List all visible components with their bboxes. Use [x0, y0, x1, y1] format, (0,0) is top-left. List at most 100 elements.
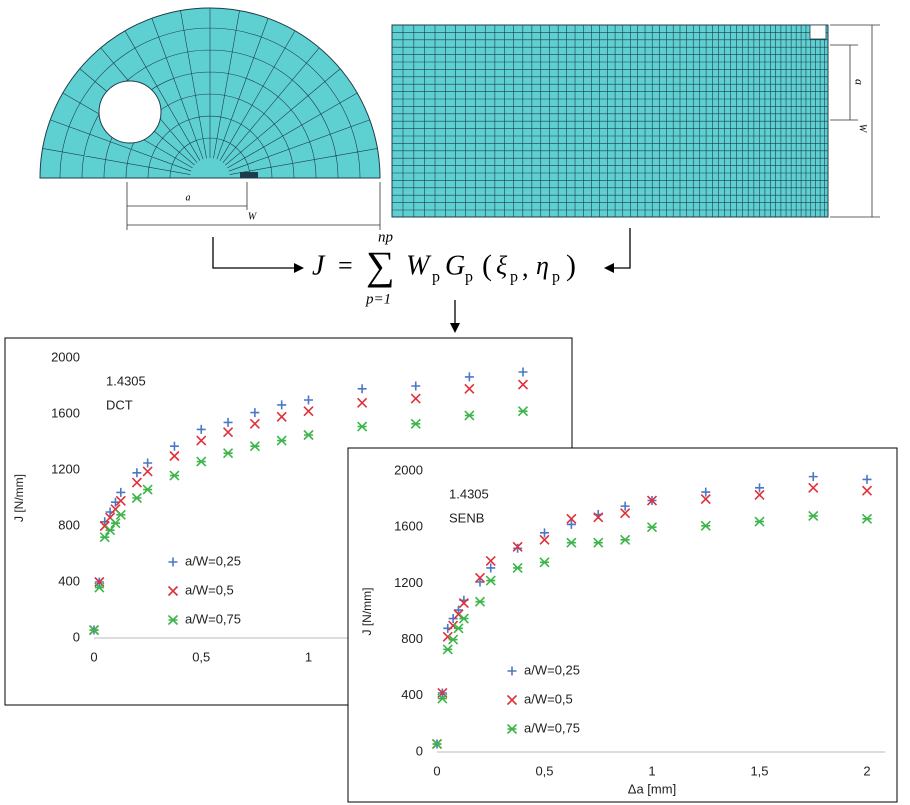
formula-text: G	[445, 250, 465, 281]
data-point	[115, 509, 126, 520]
data-point	[566, 513, 577, 524]
data-point	[411, 381, 421, 391]
data-point	[304, 395, 313, 405]
data-point	[808, 472, 818, 482]
data-point	[94, 582, 105, 593]
data-point	[700, 520, 711, 531]
data-point	[646, 495, 658, 506]
data-point	[99, 532, 110, 543]
data-point	[142, 484, 153, 495]
data-point	[474, 572, 486, 583]
data-point	[196, 435, 207, 446]
data-point	[808, 510, 819, 522]
data-point	[99, 520, 110, 532]
data-point	[475, 577, 485, 587]
legend-marker	[167, 614, 179, 626]
x-tick-label: 1,5	[750, 763, 768, 778]
arrowhead	[450, 323, 460, 333]
data-point	[862, 474, 872, 484]
dim-label: W	[248, 211, 258, 222]
data-point	[453, 609, 464, 620]
data-point	[486, 563, 496, 573]
annotation: 1.4305	[449, 486, 489, 501]
mesh-lines	[391, 24, 828, 217]
data-point	[485, 575, 496, 586]
data-point	[169, 450, 180, 462]
data-point	[249, 441, 260, 452]
data-point	[196, 456, 207, 467]
x-tick-label: 0	[433, 763, 440, 778]
data-point	[593, 512, 604, 523]
data-point	[701, 487, 711, 497]
data-point	[276, 435, 287, 446]
legend-label: a/W=0,25	[185, 553, 241, 568]
data-point	[410, 418, 421, 429]
x-tick-label: 1	[305, 649, 312, 664]
dim-label: a	[852, 79, 866, 85]
x-tick-label: 0	[90, 649, 97, 664]
dim-label: W	[857, 124, 868, 134]
data-point	[442, 644, 453, 655]
data-point	[105, 525, 116, 536]
data-point	[755, 483, 764, 493]
data-point	[517, 406, 529, 417]
formula-text: ∑	[366, 243, 395, 288]
formula: J = ∑ np p=1 W p G p ( ξ p , η p )	[312, 229, 576, 307]
arrow	[610, 228, 631, 269]
data-point	[88, 624, 100, 636]
y-tick-label: 0	[416, 743, 423, 758]
data-point	[448, 634, 459, 645]
data-point	[116, 487, 126, 497]
legend-marker	[506, 694, 518, 706]
chart: 0 400 800 1200 1600 2000 0 0,5 1 1,5 2 Δa [mm] J [N/…	[347, 447, 898, 803]
formula-text: np	[378, 229, 394, 245]
x-tick-label: 0,5	[535, 763, 553, 778]
data-point	[620, 534, 631, 545]
data-point	[474, 596, 486, 607]
data-point	[464, 383, 475, 394]
data-point	[303, 406, 314, 417]
formula-text: p	[465, 269, 473, 286]
data-point	[357, 421, 368, 432]
y-tick-label: 1200	[394, 575, 423, 590]
legend-marker	[506, 723, 518, 735]
y-tick-label: 800	[58, 517, 80, 532]
chart-panel	[347, 447, 898, 803]
x-tick-label: 1	[648, 763, 655, 778]
formula-text: J	[312, 250, 326, 281]
data-point	[458, 613, 469, 624]
data-point	[512, 541, 523, 552]
data-point	[100, 517, 110, 527]
y-tick-label: 2000	[394, 462, 423, 477]
data-point	[458, 598, 469, 609]
data-point	[808, 482, 819, 493]
formula-text: p	[432, 269, 440, 286]
data-point	[453, 623, 464, 634]
data-point	[222, 427, 234, 438]
data-point	[169, 470, 180, 481]
y-tick-label: 400	[58, 573, 80, 588]
data-point	[454, 605, 463, 615]
data-point	[250, 408, 260, 418]
data-point	[700, 494, 711, 505]
mesh-drawings	[39, 7, 829, 218]
data-point	[277, 400, 287, 410]
data-point	[566, 537, 577, 548]
x-tick-label: 2	[863, 763, 870, 778]
data-point	[431, 738, 443, 750]
data-point	[754, 516, 765, 527]
data-point	[143, 458, 153, 468]
data-point	[222, 448, 234, 459]
data-point	[540, 528, 549, 538]
data-point	[448, 614, 458, 624]
formula-text: =	[338, 251, 353, 280]
legend-label: a/W=0,5	[524, 691, 573, 706]
data-point	[517, 379, 529, 390]
data-point	[754, 489, 765, 500]
data-point	[485, 555, 496, 566]
arrowheads	[294, 263, 614, 333]
legend-label: a/W=0,5	[185, 582, 234, 597]
data-point	[513, 543, 523, 553]
